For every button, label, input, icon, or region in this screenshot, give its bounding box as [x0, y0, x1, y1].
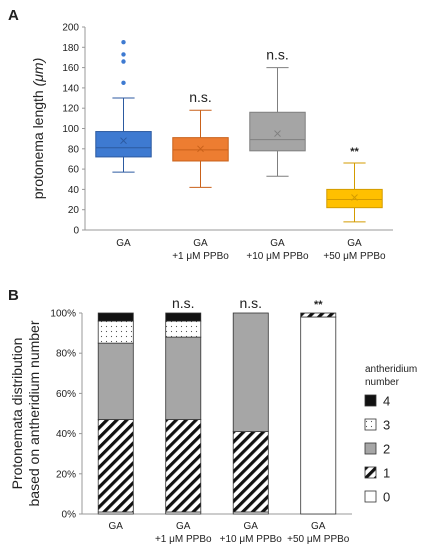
legend-label-3: 3: [383, 418, 390, 433]
bar-segment-1: [97, 419, 134, 513]
legend-label-0: 0: [383, 490, 390, 505]
y-tick-label: 0%: [62, 510, 77, 521]
bar-segment-4: [97, 312, 134, 322]
y-tick-label: 40: [68, 185, 80, 196]
bar-segment-1: [165, 419, 202, 513]
bar-segment-1: [300, 312, 337, 318]
legend-label-4: 4: [383, 394, 390, 409]
box: [249, 111, 306, 152]
legend-label-2: 2: [383, 442, 390, 457]
legend-title-line2: number: [365, 377, 400, 388]
legend-swatch-3: [364, 418, 377, 431]
bar-segment-2: [165, 336, 202, 420]
y-axis-title-line2: based on antheridium number: [26, 320, 42, 506]
x-category-label: GA: [109, 521, 124, 532]
legend-swatch-0: [364, 490, 377, 503]
x-category-label: GA: [244, 521, 259, 532]
x-category-label: GA: [311, 521, 326, 532]
box: [95, 131, 152, 158]
panel-a-label: A: [8, 7, 19, 24]
x-category-label: GA: [270, 238, 285, 249]
y-tick-label: 140: [62, 83, 79, 94]
legend-swatch-1: [364, 466, 377, 479]
legend-label-1: 1: [383, 466, 390, 481]
x-category-sublabel: +50 μM PPBo: [323, 251, 386, 262]
significance-label: n.s.: [189, 89, 212, 105]
y-tick-label: 100: [62, 124, 79, 135]
outlier-point: [121, 59, 126, 64]
x-category-sublabel: +1 μM PPBo: [172, 251, 229, 262]
outlier-point: [121, 80, 126, 86]
mean-marker: [197, 145, 204, 153]
y-tick-label: 100%: [50, 309, 76, 320]
significance-label: **: [350, 146, 359, 158]
bar-segment-2: [232, 312, 269, 432]
x-category-sublabel: +1 μM PPBo: [155, 534, 212, 545]
x-category-label: GA: [176, 521, 191, 532]
y-tick-label: 60: [68, 165, 80, 176]
x-category-label: GA: [193, 238, 208, 249]
legend-swatch-2: [364, 442, 377, 455]
y-axis-title-line1: Protonemata distribution: [9, 338, 25, 490]
mean-marker: [120, 137, 127, 145]
mean-marker: [351, 194, 358, 201]
y-tick-label: 80: [68, 144, 80, 155]
x-category-label: GA: [116, 238, 131, 249]
legend-swatch-4: [364, 394, 377, 407]
y-tick-label: 60%: [56, 389, 76, 400]
outlier-point: [121, 40, 126, 45]
y-axis-title-text: protonema length: [30, 86, 46, 199]
y-tick-label: 180: [62, 43, 79, 54]
panel-b-stacked-bar: 0% 20% 40% 60% 80% 100% Protonemata distributi…: [9, 295, 417, 545]
x-category-sublabel: +10 μM PPBo: [246, 251, 309, 262]
significance-label: n.s.: [266, 47, 289, 63]
y-tick-label: 200: [62, 23, 79, 34]
y-tick-label: 20%: [56, 469, 76, 480]
significance-label: n.s.: [239, 295, 262, 311]
y-tick-label: 80%: [56, 349, 76, 360]
y-tick-label: 20: [68, 205, 80, 216]
mean-marker: [274, 130, 281, 137]
y-tick-label: 120: [62, 104, 79, 115]
box: [326, 188, 383, 209]
panel-b-label: B: [8, 287, 19, 304]
bar-segment-1: [232, 431, 269, 513]
bar-segment-4: [165, 312, 202, 322]
significance-label: n.s.: [172, 295, 195, 311]
bar-segment-3: [165, 320, 202, 338]
x-category-sublabel: +10 μM PPBo: [220, 534, 283, 545]
legend-title-line1: antheridium: [365, 364, 417, 375]
panel-a-boxplot: 0 20 40 60 80 100 120 140 160 180 200 protonema len…: [30, 23, 393, 262]
outlier-point: [121, 52, 126, 57]
y-axis-title: protonema length (μm): [30, 58, 46, 200]
bar-segment-0: [300, 316, 337, 515]
x-category-label: GA: [347, 238, 362, 249]
significance-label: **: [314, 299, 323, 311]
bar-segment-3: [97, 320, 134, 344]
y-tick-label: 0: [73, 226, 79, 237]
y-tick-label: 40%: [56, 429, 76, 440]
x-category-sublabel: +50 μM PPBo: [287, 534, 350, 545]
bar-segment-2: [97, 342, 134, 420]
y-tick-label: 160: [62, 63, 79, 74]
y-axis-title-unit: (μm): [30, 58, 46, 87]
